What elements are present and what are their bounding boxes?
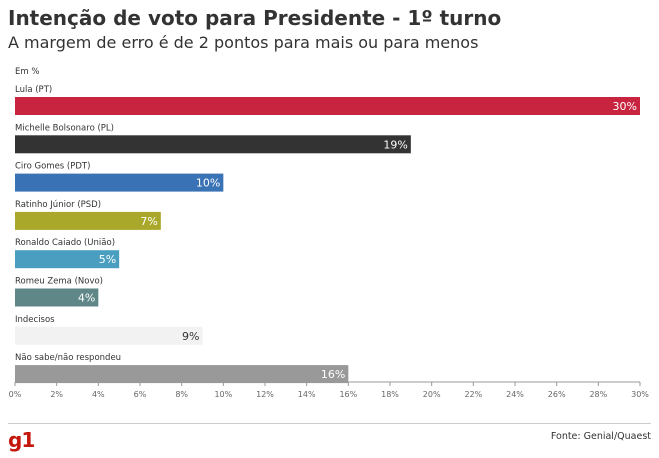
category-label: Não sabe/não respondeu bbox=[15, 353, 121, 363]
category-label: Ciro Gomes (PDT) bbox=[15, 162, 90, 172]
bar bbox=[15, 326, 203, 345]
x-tick-label: 6% bbox=[134, 390, 147, 399]
unit-label: Em % bbox=[15, 67, 40, 77]
x-tick-label: 24% bbox=[506, 390, 524, 399]
x-tick-label: 20% bbox=[423, 390, 441, 399]
bar bbox=[15, 365, 349, 384]
x-tick-label: 8% bbox=[175, 390, 188, 399]
x-tick-label: 4% bbox=[92, 390, 105, 399]
bar bbox=[15, 250, 120, 269]
bar bbox=[15, 135, 411, 154]
x-tick-label: 22% bbox=[464, 390, 482, 399]
bar-chart: Lula (PT) 30% Michelle Bolsonaro (PL) 19% Ci… bbox=[9, 85, 650, 399]
bar bbox=[15, 173, 224, 192]
x-tick-label: 28% bbox=[589, 390, 607, 399]
x-tick-label: 14% bbox=[298, 390, 316, 399]
x-tick-label: 10% bbox=[214, 390, 232, 399]
value-label: 19% bbox=[383, 138, 407, 151]
x-tick-label: 2% bbox=[50, 390, 63, 399]
g1-logo: g1 bbox=[8, 428, 35, 452]
x-tick-label: 12% bbox=[256, 390, 274, 399]
chart-title: Intenção de voto para Presidente - 1º tu… bbox=[8, 6, 502, 30]
value-label: 9% bbox=[182, 330, 199, 343]
value-label: 7% bbox=[140, 215, 157, 228]
chart-subtitle: A margem de erro é de 2 pontos para mais… bbox=[8, 33, 479, 52]
x-tick-label: 16% bbox=[339, 390, 357, 399]
value-label: 5% bbox=[99, 253, 116, 266]
category-label: Michelle Bolsonaro (PL) bbox=[15, 123, 114, 133]
x-tick-label: 26% bbox=[548, 390, 566, 399]
category-label: Romeu Zema (Novo) bbox=[15, 277, 103, 287]
category-label: Ronaldo Caiado (União) bbox=[15, 238, 115, 248]
x-tick-label: 0% bbox=[9, 390, 22, 399]
source-note: Fonte: Genial/Quaest bbox=[550, 431, 651, 442]
category-label: Lula (PT) bbox=[15, 85, 52, 95]
footer-divider bbox=[8, 423, 651, 424]
x-tick-label: 30% bbox=[631, 390, 649, 399]
category-label: Indecisos bbox=[15, 315, 55, 325]
value-label: 16% bbox=[321, 368, 345, 381]
category-label: Ratinho Júnior (PSD) bbox=[15, 200, 101, 210]
bar bbox=[15, 211, 161, 230]
bar bbox=[15, 288, 99, 307]
value-label: 4% bbox=[78, 292, 95, 305]
value-label: 30% bbox=[613, 100, 637, 113]
value-label: 10% bbox=[196, 177, 220, 190]
bar bbox=[15, 97, 640, 115]
x-tick-label: 18% bbox=[381, 390, 399, 399]
